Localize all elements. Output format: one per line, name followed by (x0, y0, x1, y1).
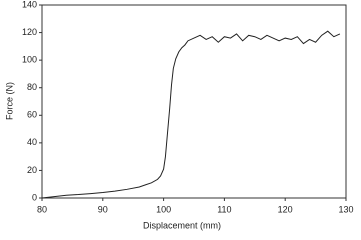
y-tick-label: 40 (27, 137, 37, 147)
y-tick-label: 20 (27, 165, 37, 175)
x-tick-label: 130 (338, 204, 353, 214)
x-tick-label: 110 (217, 204, 231, 214)
y-tick-label: 80 (27, 82, 37, 92)
y-axis-label: Force (N) (4, 82, 14, 120)
y-tick-label: 120 (22, 27, 37, 37)
chart: Displacement (mm) Force (N) 0 20 40 60 80 100… (4, 0, 353, 230)
x-axis-label: Displacement (mm) (143, 220, 221, 230)
y-tick-label: 0 (32, 192, 37, 202)
data-line (41, 30, 341, 199)
x-tick-label: 90 (98, 204, 108, 214)
y-tick-label: 100 (22, 55, 37, 65)
y-tick-label: 140 (22, 0, 37, 9)
x-tick-label: 100 (156, 204, 171, 214)
x-tick-label: 80 (37, 204, 47, 214)
x-tick-label: 120 (278, 204, 293, 214)
plot-frame (41, 4, 347, 199)
y-tick-label: 60 (27, 110, 37, 120)
